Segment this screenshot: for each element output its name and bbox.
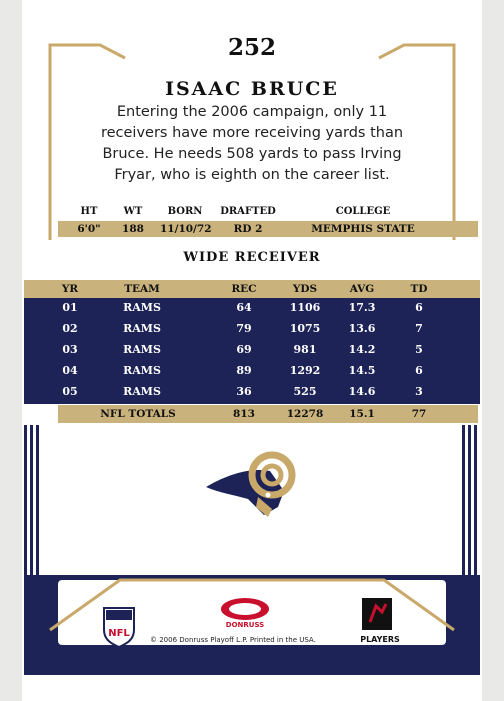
vitals-header-row: HT WT BORN DRAFTED COLLEGE [58,206,478,220]
stats-td: 7 [415,322,423,335]
stats-avg: 14.2 [348,343,376,356]
vitals-header-drafted: DRAFTED [220,206,276,217]
stats-header-yr: YR [61,283,79,295]
stats-header-td: TD [410,283,428,295]
stats-totals-row: NFL TOTALS 813 12278 15.1 77 [58,405,478,423]
vitals-weight: 188 [122,223,144,235]
player-name: ISAAC BRUCE [165,78,339,100]
stats-rec: 79 [236,322,252,335]
vitals-height: 6'0" [77,223,101,235]
stats-yr: 03 [62,343,78,356]
stats-td: 6 [415,364,423,377]
stats-team: RAMS [123,301,161,314]
stats-header-avg: AVG [349,283,375,295]
totals-label: NFL TOTALS [100,408,176,420]
copyright-text: © 2006 Donruss Playoff L.P. Printed in t… [150,636,316,644]
stats-td: 5 [415,343,423,356]
totals-td: 77 [411,408,427,420]
stats-yr: 05 [62,385,78,398]
stats-rec: 36 [236,385,252,398]
stats-avg: 14.5 [348,364,376,377]
stats-avg: 17.3 [348,301,376,314]
donruss-text: DONRUSS [226,621,264,629]
vitals-college: MEMPHIS STATE [311,223,415,235]
card-number: 252 [227,34,276,61]
stats-header-team: TEAM [124,283,160,295]
position-title: WIDE RECEIVER [183,250,321,265]
stats-avg: 13.6 [348,322,376,335]
players-logo: PLAYERS [360,598,400,644]
stats-rec: 89 [236,364,252,377]
stats-team: RAMS [123,322,161,335]
donruss-logo: DONRUSS [221,598,269,629]
stats-team: RAMS [123,385,161,398]
vitals-drafted: RD 2 [233,223,263,235]
nfl-shield-text: NFL [108,628,130,639]
stats-team: RAMS [123,364,161,377]
stats-row-04: 04 RAMS 89 1292 14.5 6 [24,364,480,385]
card-edge-right [482,0,504,701]
totals-rec: 813 [233,408,255,420]
nfl-shield-logo: NFL [103,607,135,648]
stats-td: 3 [415,385,423,398]
stats-td: 6 [415,301,423,314]
stats-row-02: 02 RAMS 79 1075 13.6 7 [24,322,480,343]
stats-header-yds: YDS [292,283,318,295]
stats-yds: 981 [293,343,317,356]
card-edge-left [0,0,22,701]
stats-header-row: YR TEAM REC YDS AVG TD [24,280,480,298]
stats-table-body: 01 RAMS 64 1106 17.3 6 02 RAMS 79 1075 1… [24,298,480,404]
stats-yr: 04 [62,364,78,377]
vitals-values-row: 6'0" 188 11/10/72 RD 2 MEMPHIS STATE [58,221,478,237]
stats-avg: 14.6 [348,385,376,398]
totals-yds: 12278 [286,408,324,420]
bottom-gold-chevron [49,578,455,632]
stats-rec: 69 [236,343,252,356]
stats-yds: 1106 [289,301,321,314]
stats-yr: 02 [62,322,78,335]
player-bio: Entering the 2006 campaign, only 11 rece… [100,104,404,183]
stats-team: RAMS [123,343,161,356]
vitals-header-college: COLLEGE [335,206,391,217]
stats-rec: 64 [236,301,252,314]
stats-yr: 01 [62,301,78,314]
totals-avg: 15.1 [349,408,375,420]
vitals-born: 11/10/72 [160,223,212,235]
stats-header-rec: REC [231,283,257,295]
vitals-header-ht: HT [80,206,98,217]
stats-row-03: 03 RAMS 69 981 14.2 5 [24,343,480,364]
rams-team-logo [206,451,296,517]
stats-yds: 525 [293,385,317,398]
vitals-header-born: BORN [167,206,203,217]
stats-yds: 1292 [289,364,321,377]
players-text: PLAYERS [360,635,400,644]
stats-yds: 1075 [289,322,321,335]
vitals-header-wt: WT [123,206,143,217]
stats-row-05: 05 RAMS 36 525 14.6 3 [24,385,480,406]
stats-row-01: 01 RAMS 64 1106 17.3 6 [24,301,480,322]
